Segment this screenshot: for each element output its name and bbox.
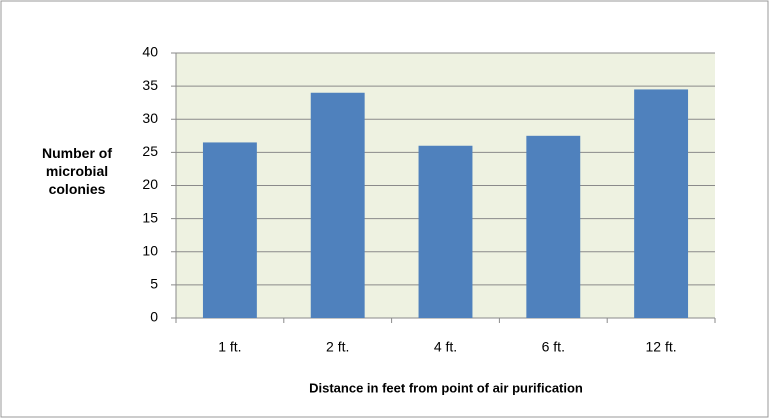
y-tick-label: 30: [142, 110, 158, 126]
y-tick-label: 35: [142, 77, 158, 93]
x-tick-label: 12 ft.: [646, 339, 677, 355]
y-tick-label: 40: [142, 44, 158, 60]
bar: [526, 135, 581, 318]
bar: [202, 142, 257, 318]
x-tick-label: 1 ft.: [218, 339, 241, 355]
y-tick-label: 10: [142, 242, 158, 258]
x-tick-label: 2 ft.: [326, 339, 349, 355]
x-axis-label: Distance in feet from point of air purif…: [309, 380, 583, 395]
y-tick-label: 15: [142, 209, 158, 225]
y-tick-label: 5: [150, 276, 158, 292]
y-tick-label: 25: [142, 143, 158, 159]
y-tick-label: 20: [142, 176, 158, 192]
bar: [310, 92, 365, 318]
x-tick-label: 6 ft.: [542, 339, 565, 355]
bar: [634, 89, 689, 318]
x-tick-label: 4 ft.: [434, 339, 457, 355]
y-tick-label: 0: [150, 309, 158, 325]
y-axis-label: Number of microbial colonies: [42, 145, 112, 197]
bar: [418, 145, 473, 318]
